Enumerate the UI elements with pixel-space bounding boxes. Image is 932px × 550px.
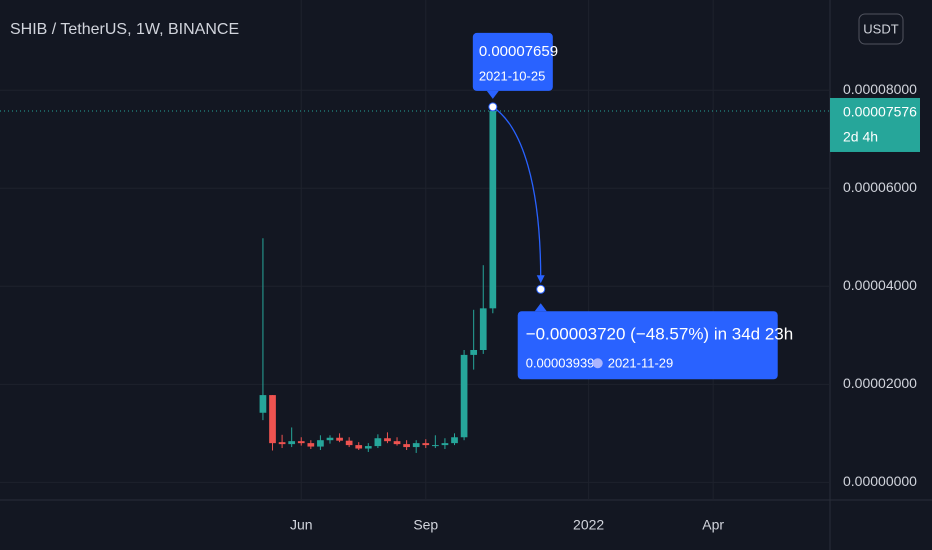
peak-label-box	[472, 32, 553, 91]
candle-body	[317, 440, 324, 447]
clock-icon	[592, 358, 603, 369]
candle-body	[345, 440, 353, 446]
candle-body	[384, 438, 391, 442]
candle-body	[307, 443, 315, 447]
peak-date: 2021-10-25	[479, 68, 546, 83]
candle-body	[355, 445, 363, 449]
peak-label-pointer	[486, 90, 499, 99]
measure-start	[488, 102, 498, 112]
x-tick-label: Sep	[413, 517, 438, 533]
candle-body	[297, 441, 305, 444]
candle-body	[451, 437, 458, 444]
candle-body	[470, 350, 478, 355]
x-tick-label: 2022	[573, 517, 604, 533]
measure-end	[536, 284, 546, 294]
candle-body	[326, 437, 334, 441]
measure-label-pointer	[534, 303, 547, 312]
y-tick-label: 0.00008000	[843, 81, 917, 97]
candle-body	[259, 395, 267, 413]
measure-end-price: 0.00003939	[526, 356, 595, 371]
candle-body	[336, 437, 343, 441]
y-tick-label: 0.00006000	[843, 179, 917, 195]
measure-label-box	[517, 311, 778, 380]
candle-body	[278, 442, 286, 445]
chart-title: SHIB / TetherUS, 1W, BINANCE	[10, 21, 239, 38]
candle-body	[460, 354, 468, 438]
arrow-head	[536, 275, 545, 284]
candle-body	[479, 308, 487, 350]
candle-body	[489, 110, 497, 309]
x-tick-label: Apr	[702, 517, 724, 533]
candle-body	[393, 441, 401, 445]
measure-arrow	[492, 106, 542, 280]
y-tick-label: 0.00004000	[843, 277, 917, 293]
peak-price: 0.00007659	[479, 43, 558, 60]
candle-body	[364, 446, 372, 449]
candle-body	[269, 395, 276, 444]
countdown-label: 2d 4h	[843, 129, 878, 145]
y-tick-label: 0.00002000	[843, 375, 917, 391]
candle-body	[374, 438, 382, 447]
y-tick-label: 0.00000000	[843, 473, 917, 489]
candle-body	[422, 443, 430, 446]
candle-body	[288, 441, 296, 445]
last-price-label: 0.00007576	[843, 104, 917, 120]
x-tick-label: Jun	[290, 517, 313, 533]
candle-body	[403, 444, 410, 448]
currency-button-label[interactable]: USDT	[863, 21, 898, 36]
currency-button[interactable]	[858, 13, 904, 45]
candle-body	[412, 443, 420, 448]
candle-body	[432, 445, 439, 447]
grid	[0, 0, 830, 500]
measure-end-date: 2021-11-29	[608, 356, 674, 371]
candle-body	[441, 443, 449, 446]
measure-text: −0.00003720 (−48.57%) in 34d 23h	[526, 325, 794, 344]
last-price-box	[830, 97, 920, 152]
